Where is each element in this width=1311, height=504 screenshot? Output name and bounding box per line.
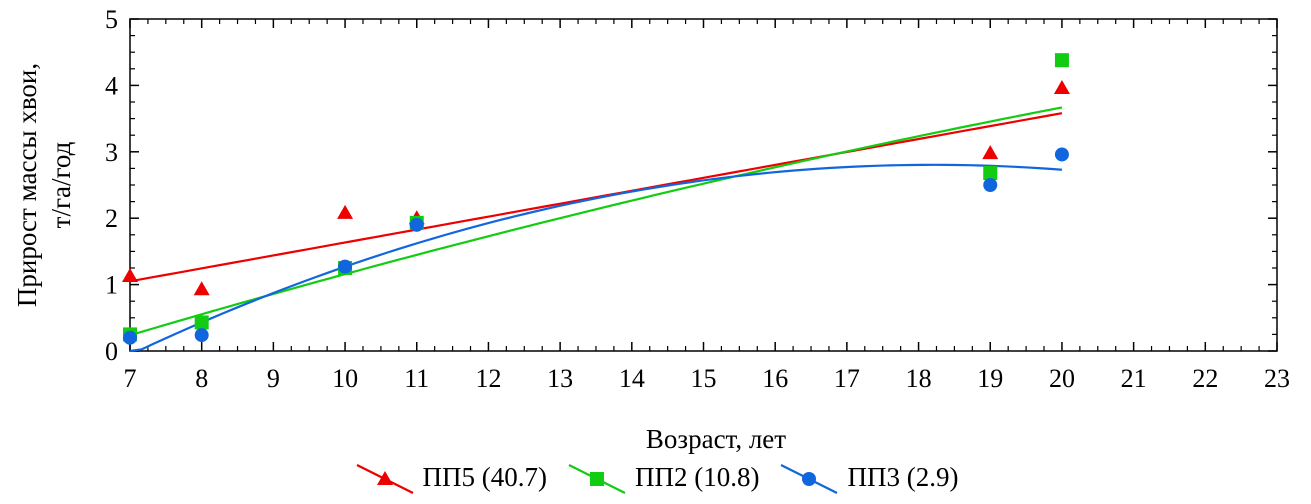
legend-symbol-pp5 [356,464,414,494]
legend-marker [376,471,393,485]
data-point-series-0 [122,267,138,282]
x-tick-label: 17 [834,364,860,393]
legend-label-pp3: ПП3 (2.9) [847,461,959,492]
data-point-series-0 [982,145,999,160]
x-tick-label: 9 [267,364,280,393]
x-tick-label: 16 [762,364,788,393]
x-tick-label: 12 [475,364,501,393]
legend-symbol-pp2 [568,464,626,494]
data-point-series-2 [338,259,353,274]
x-tick-label: 8 [195,364,208,393]
plot-frame [129,18,1278,352]
data-point-series-2 [123,330,137,345]
x-tick-label: 23 [1264,364,1290,393]
fit-line-series-2 [129,163,1063,353]
y-axis: 0 1 2 3 4 5 [105,5,1277,366]
legend-item-pp2: ПП2 (10.8) [565,457,759,497]
data-point-series-1 [983,166,998,181]
y-tick-label: 5 [105,5,118,34]
x-tick-label: 7 [124,364,137,393]
x-tick-label: 20 [1049,364,1075,393]
legend-marker [802,472,817,486]
legend-symbol-pp3 [780,464,838,494]
data-point-series-0 [193,281,210,296]
y-tick-label: 3 [105,138,118,167]
data-point-series-2 [983,178,998,192]
x-tick-label: 11 [404,364,429,393]
data-point-series-1 [194,315,209,330]
legend-label-pp5: ПП5 (40.7) [422,461,547,492]
x-tick-label: 19 [977,364,1003,393]
data-point-series-0 [337,204,354,219]
legend-label-pp2: ПП2 (10.8) [635,461,760,492]
y-tick-label: 0 [105,337,118,366]
y-tick-label: 1 [105,271,118,300]
y-axis-title-line-2: т/га/год [46,141,76,228]
y-axis-title-line-1: Прирост массы хвои, [12,63,42,307]
x-tick-label: 18 [906,364,932,393]
data-point-series-2 [1054,147,1069,162]
data-points [122,53,1070,345]
legend-item-pp5: ПП5 (40.7) [353,457,547,497]
data-point-series-2 [194,328,209,343]
legend: ПП5 (40.7) ПП2 (10.8) ПП3 (2.9) [0,455,1311,499]
x-axis-title: Возраст, лет [646,424,786,454]
x-tick-label: 21 [1121,364,1147,393]
x-tick-label: 10 [332,364,358,393]
x-axis: 7 8 9 10 11 12 13 14 15 16 17 18 19 20 21 22 23 [124,19,1290,393]
y-tick-label: 4 [105,71,118,100]
y-tick-label: 2 [105,204,118,233]
data-point-series-2 [409,217,424,232]
data-point-series-1 [1054,53,1069,68]
x-tick-label: 22 [1192,364,1218,393]
legend-marker [590,472,604,486]
legend-item-pp3: ПП3 (2.9) [777,457,958,497]
plot-area [129,18,1278,352]
data-point-series-0 [1053,80,1070,95]
x-tick-label: 13 [547,364,573,393]
x-tick-label: 14 [619,364,645,393]
fit-lines [129,106,1063,353]
x-tick-label: 15 [691,364,717,393]
fit-line-series-1 [129,106,1063,337]
